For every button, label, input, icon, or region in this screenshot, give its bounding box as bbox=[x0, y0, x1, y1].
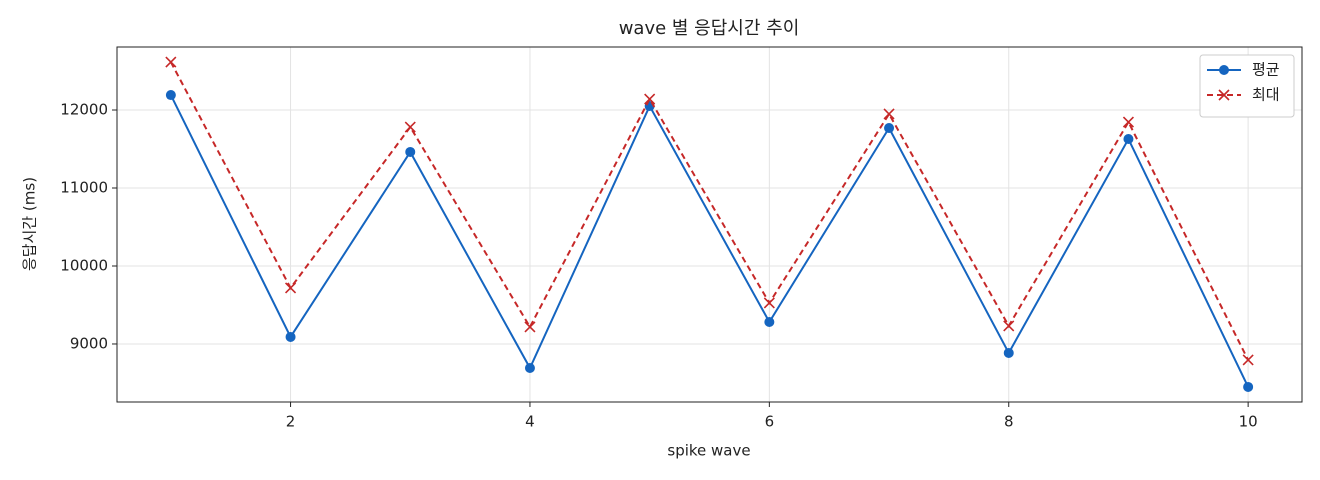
marker bbox=[165, 90, 176, 101]
marker bbox=[1123, 134, 1134, 145]
legend-label: 최대 bbox=[1252, 86, 1280, 104]
x-tick-label: 6 bbox=[765, 413, 775, 431]
axes-frame bbox=[116, 46, 1303, 403]
marker bbox=[1003, 347, 1014, 358]
y-tick-label: 12000 bbox=[60, 101, 108, 119]
y-tick-label: 10000 bbox=[60, 256, 108, 274]
marker bbox=[405, 146, 416, 157]
series-line bbox=[169, 94, 1250, 388]
marker bbox=[1003, 320, 1015, 332]
plot-area bbox=[165, 56, 1254, 392]
marker bbox=[284, 282, 297, 294]
marker bbox=[1122, 116, 1135, 128]
marker bbox=[165, 56, 177, 68]
marker bbox=[884, 123, 895, 134]
y-axis-label: 응답시간 (ms) bbox=[21, 177, 39, 271]
marker bbox=[883, 108, 895, 120]
x-tick-label: 2 bbox=[286, 413, 296, 431]
y-tick-label: 11000 bbox=[60, 179, 108, 197]
marker bbox=[644, 93, 656, 105]
marker bbox=[404, 121, 416, 133]
marker bbox=[1218, 89, 1230, 101]
marker bbox=[524, 321, 536, 333]
marker bbox=[764, 316, 775, 327]
marker bbox=[1242, 354, 1254, 366]
marker bbox=[763, 297, 775, 309]
grid bbox=[117, 47, 1302, 402]
marker bbox=[524, 362, 535, 373]
legend-label: 평균 bbox=[1252, 61, 1280, 79]
x-axis-label: spike wave bbox=[667, 442, 750, 460]
y-tick-label: 9000 bbox=[70, 334, 108, 352]
x-tick-label: 8 bbox=[1004, 413, 1014, 431]
chart-title: wave 별 응답시간 추이 bbox=[619, 18, 800, 39]
marker bbox=[285, 331, 296, 342]
marker bbox=[1243, 381, 1254, 392]
x-tick-label: 4 bbox=[525, 413, 535, 431]
marker bbox=[1219, 65, 1229, 75]
series-line bbox=[169, 61, 1250, 361]
x-tick-label: 10 bbox=[1239, 413, 1258, 431]
legend-box bbox=[1199, 54, 1295, 118]
